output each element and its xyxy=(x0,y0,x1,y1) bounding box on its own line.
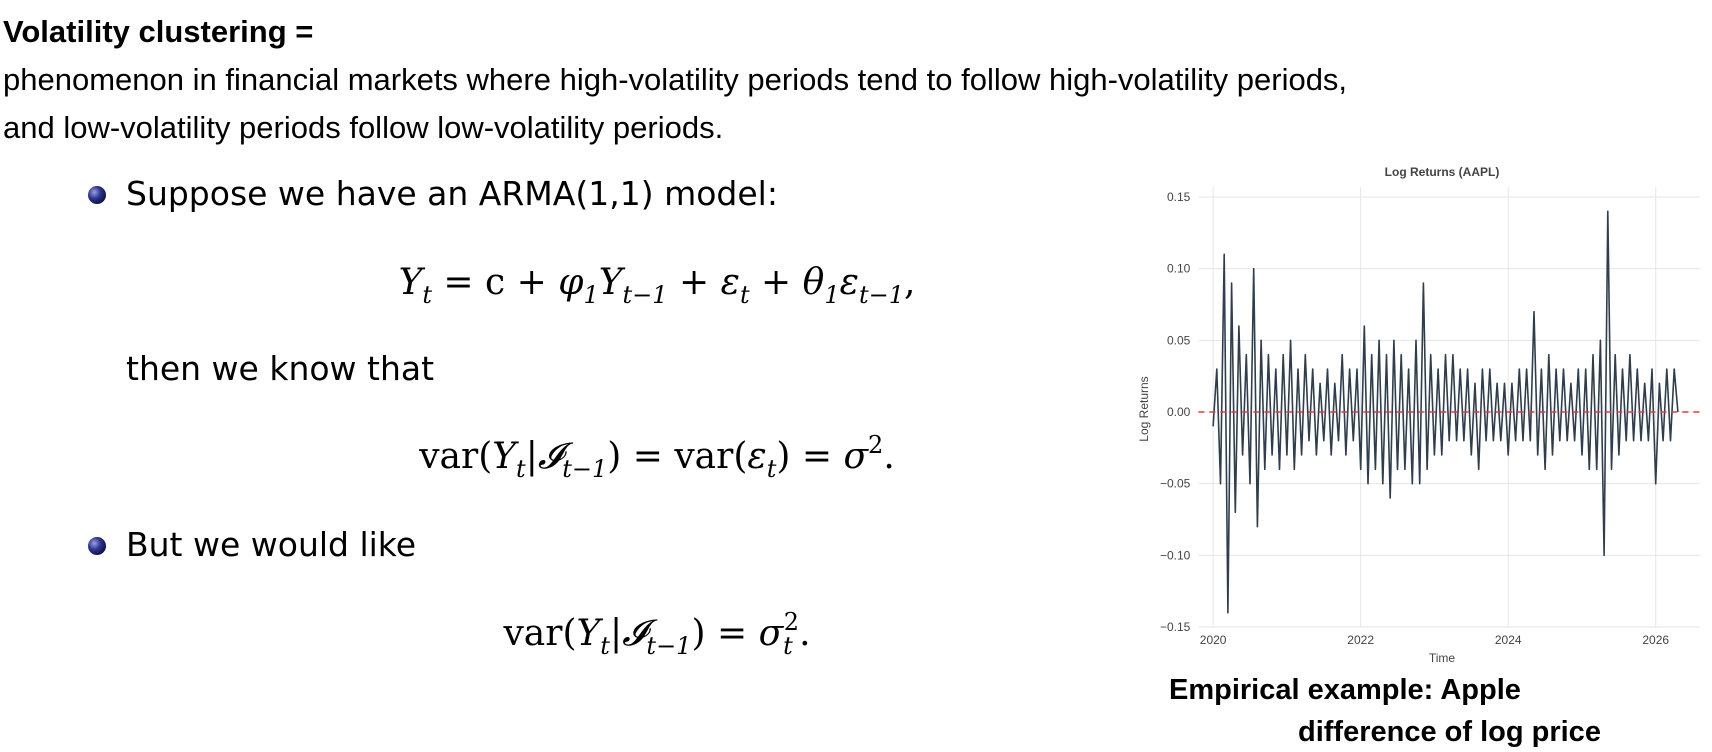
eq-subscript: t xyxy=(783,632,793,660)
eq-text: . xyxy=(883,436,894,477)
x-tick-label: 2024 xyxy=(1495,633,1522,647)
x-tick-label: 2020 xyxy=(1200,633,1227,647)
equation: Yt = c + φ1Yt−1 + εt + θ1εt−1, xyxy=(399,262,916,309)
eq-text: + xyxy=(750,262,803,303)
y-tick-label: 0.05 xyxy=(1167,333,1191,347)
eq-symbol: θ xyxy=(803,262,825,303)
eq-subscript: t xyxy=(516,455,526,483)
eq-symbol: ε xyxy=(747,436,766,477)
eq-subscript: 1 xyxy=(583,281,598,309)
eq-symbol: σ xyxy=(759,613,785,654)
eq-subscript: t−1 xyxy=(859,281,904,309)
y-tick-label: 0.10 xyxy=(1167,262,1191,276)
equation: var(Yt|𝓘t−1) = var(εt) = σ2. xyxy=(418,431,895,483)
body-text: then we know that xyxy=(126,349,434,388)
bullet-icon xyxy=(88,186,106,204)
eq-symbol: Y xyxy=(599,262,626,303)
eq-subscript: t−1 xyxy=(562,455,607,483)
eq-symbol: Y xyxy=(399,262,426,303)
eq-text: ) = var( xyxy=(607,436,747,477)
eq-symbol: ε xyxy=(840,262,859,303)
definition-line: and low-volatility periods follow low-vo… xyxy=(3,110,723,145)
eq-subscript: t xyxy=(740,281,750,309)
eq-text: | xyxy=(526,436,538,477)
eq-text: = c + xyxy=(432,262,558,303)
eq-text: ) = xyxy=(691,613,758,654)
bullet-icon xyxy=(88,537,106,555)
eq-subscript: t−1 xyxy=(646,632,691,660)
x-tick-label: 2022 xyxy=(1347,633,1374,647)
caption: Empirical example: Apple xyxy=(1169,674,1521,706)
y-tick-label: 0.15 xyxy=(1167,190,1191,204)
y-tick-label: −0.10 xyxy=(1160,548,1191,562)
y-tick-label: 0.00 xyxy=(1167,405,1191,419)
eq-superscript: 2 xyxy=(868,431,883,459)
eq-symbol: σ xyxy=(843,436,869,477)
eq-subscript: t−1 xyxy=(623,281,668,309)
definition-line: phenomenon in financial markets where hi… xyxy=(3,62,1347,97)
eq-subscript: t xyxy=(422,281,432,309)
eq-symbol: ε xyxy=(721,262,740,303)
y-tick-label: −0.15 xyxy=(1160,620,1191,634)
eq-symbol: Y xyxy=(492,436,519,477)
chart-title: Log Returns (AAPL) xyxy=(1385,165,1500,179)
slide-title: Volatility clustering = xyxy=(3,14,313,49)
eq-text: | xyxy=(610,613,622,654)
y-tick-label: −0.05 xyxy=(1160,477,1191,491)
equation: var(Yt|𝓘t−1) = σt2. xyxy=(502,608,810,660)
eq-subscript: 1 xyxy=(824,281,839,309)
eq-text: var( xyxy=(502,613,576,654)
eq-text: var( xyxy=(418,436,492,477)
eq-text: ) = xyxy=(776,436,843,477)
eq-text: , xyxy=(904,262,915,303)
eq-symbol: Y xyxy=(577,613,604,654)
x-axis-label: Time xyxy=(1429,651,1456,665)
eq-superscript: 2 xyxy=(784,608,799,636)
caption: difference of log price xyxy=(1298,716,1601,748)
eq-symbol: φ xyxy=(558,262,584,303)
eq-subscript: t xyxy=(600,632,610,660)
y-axis-label: Log Returns xyxy=(1137,376,1151,441)
x-tick-label: 2026 xyxy=(1642,633,1669,647)
bullet-text: Suppose we have an ARMA(1,1) model: xyxy=(126,174,778,213)
eq-subscript: t xyxy=(767,455,777,483)
eq-text: . xyxy=(799,613,810,654)
series-line xyxy=(1212,210,1679,614)
eq-text: + xyxy=(668,262,721,303)
bullet-text: But we would like xyxy=(126,525,416,564)
